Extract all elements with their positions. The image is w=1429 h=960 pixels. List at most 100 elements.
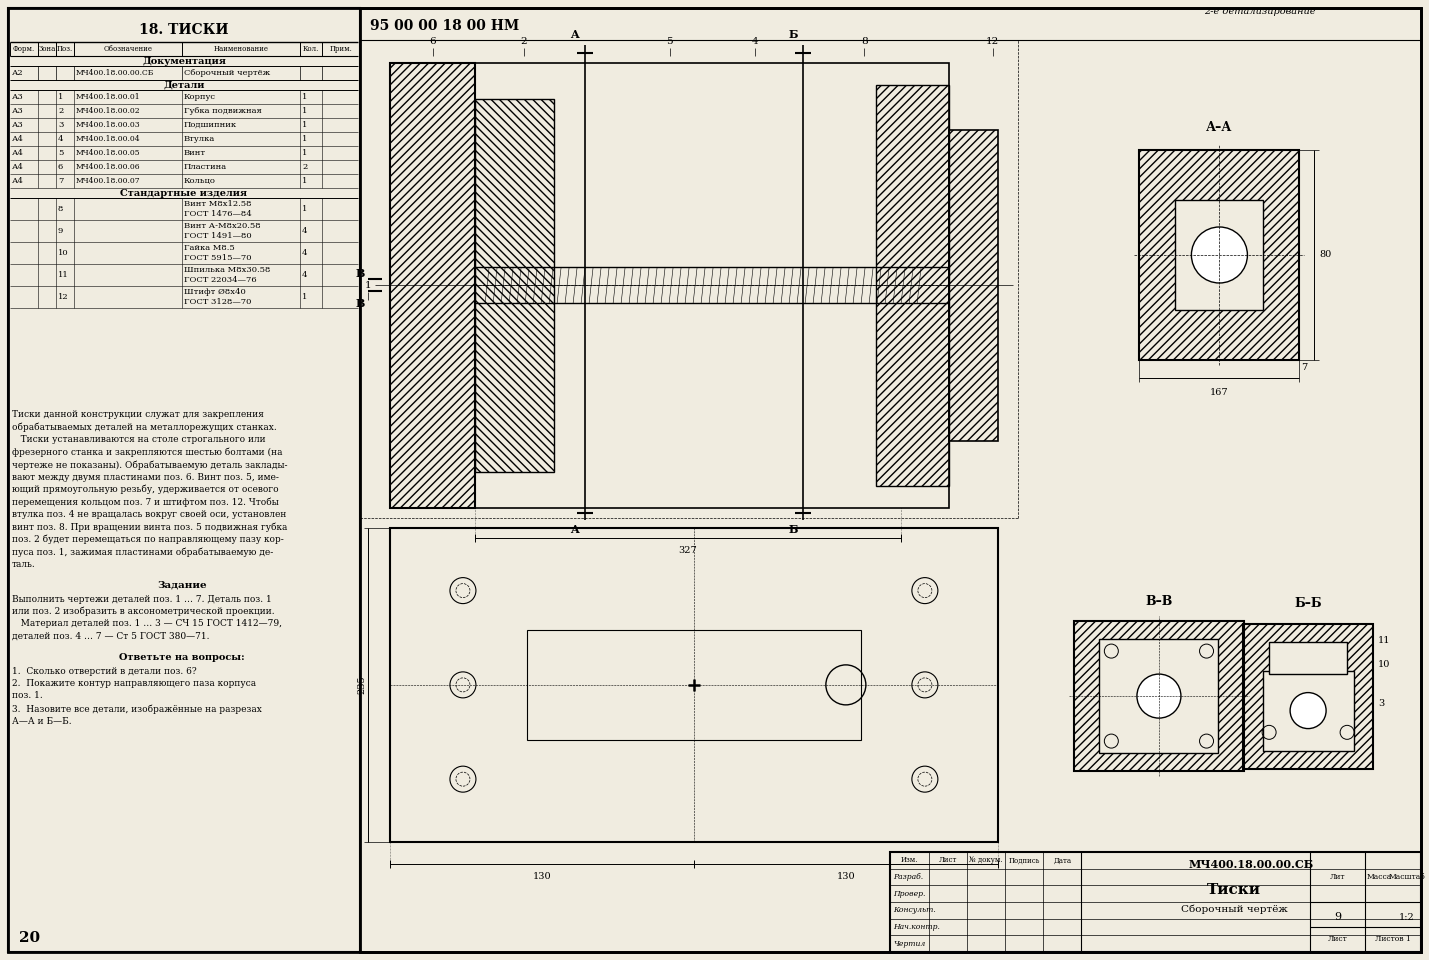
Text: Подпись: Подпись: [1009, 856, 1040, 864]
Text: 18. ТИСКИ: 18. ТИСКИ: [139, 23, 229, 37]
Bar: [1139, 150, 1299, 360]
Text: B: B: [356, 268, 364, 278]
Text: Винт: Винт: [184, 149, 206, 157]
Bar: [1075, 621, 1243, 771]
Text: Консульт.: Консульт.: [893, 906, 936, 914]
Text: 95 00 00 18 00 НМ: 95 00 00 18 00 НМ: [370, 19, 519, 33]
Text: 4: 4: [752, 36, 757, 45]
Text: А3: А3: [11, 93, 24, 101]
Text: таль.: таль.: [11, 560, 36, 569]
Circle shape: [1290, 692, 1326, 729]
Text: 9: 9: [1333, 912, 1340, 922]
Text: А2: А2: [11, 69, 24, 77]
Text: 4: 4: [59, 135, 63, 143]
Text: Б: Б: [789, 524, 797, 536]
Text: МЧ400.18.00.01: МЧ400.18.00.01: [76, 93, 140, 101]
Text: или поз. 2 изобразить в аксонометрической проекции.: или поз. 2 изобразить в аксонометрическо…: [11, 607, 274, 616]
Text: 12: 12: [986, 36, 999, 45]
Text: втулка поз. 4 не вращалась вокруг своей оси, установлен: втулка поз. 4 не вращалась вокруг своей …: [11, 510, 286, 519]
Text: Чертил: Чертил: [893, 940, 926, 948]
Text: B: B: [356, 298, 364, 309]
Text: Тиски: Тиски: [1208, 883, 1262, 897]
Text: Лист: Лист: [1328, 935, 1348, 943]
Bar: [876, 85, 949, 486]
Bar: [1243, 624, 1373, 769]
Text: Обозначение: Обозначение: [103, 45, 153, 53]
Text: 2: 2: [302, 163, 307, 171]
Bar: [949, 130, 997, 441]
Text: Зона: Зона: [39, 45, 56, 53]
Bar: [1075, 621, 1243, 771]
Text: Дата: Дата: [1053, 856, 1072, 864]
Bar: [474, 63, 949, 508]
Text: 3: 3: [59, 121, 63, 129]
Text: Сборочный чертёж: Сборочный чертёж: [1180, 904, 1288, 914]
Text: 1: 1: [302, 121, 307, 129]
Text: деталей поз. 4 … 7 — Ст 5 ГОСТ 380—71.: деталей поз. 4 … 7 — Ст 5 ГОСТ 380—71.: [11, 632, 210, 641]
Text: Пластина: Пластина: [184, 163, 227, 171]
Text: № докум.: № докум.: [969, 856, 1003, 864]
Text: пуса поз. 1, зажимая пластинами обрабатываемую де-: пуса поз. 1, зажимая пластинами обрабаты…: [11, 547, 273, 557]
Text: Задание: Задание: [157, 581, 207, 589]
Text: Выполнить чертежи деталей поз. 1 … 7. Деталь поз. 1: Выполнить чертежи деталей поз. 1 … 7. Де…: [11, 594, 272, 604]
Text: A: A: [570, 30, 579, 40]
Text: Прим.: Прим.: [330, 45, 353, 53]
Bar: [876, 85, 949, 486]
Text: Изм.: Изм.: [900, 856, 919, 864]
Text: Подшипник: Подшипник: [184, 121, 237, 129]
Text: поз. 2 будет перемещаться по направляющему пазу кор-: поз. 2 будет перемещаться по направляюще…: [11, 535, 284, 544]
Text: обрабатываемых деталей на металлорежущих станках.: обрабатываемых деталей на металлорежущих…: [11, 422, 277, 432]
Circle shape: [1192, 227, 1248, 283]
Text: 2: 2: [520, 36, 527, 45]
Text: МЧ400.18.00.00.СБ: МЧ400.18.00.00.СБ: [76, 69, 154, 77]
Text: 5: 5: [666, 36, 673, 45]
Bar: [474, 99, 554, 472]
Text: 11: 11: [59, 271, 69, 279]
Text: 11: 11: [1378, 636, 1390, 645]
Bar: [360, 8, 1420, 952]
Text: Документация: Документация: [141, 57, 226, 65]
Text: 6: 6: [429, 36, 436, 45]
Text: А3: А3: [11, 107, 24, 115]
Text: 8: 8: [860, 36, 867, 45]
Text: Корпус: Корпус: [184, 93, 216, 101]
Text: Лист: Лист: [939, 856, 957, 864]
Text: Тиски устанавливаются на столе строгального или: Тиски устанавливаются на столе строгальн…: [11, 435, 266, 444]
Text: Стандартные изделия: Стандартные изделия: [120, 188, 247, 198]
Text: 1: 1: [302, 205, 307, 213]
Text: вают между двумя пластинами поз. 6. Винт поз. 5, име-: вают между двумя пластинами поз. 6. Винт…: [11, 472, 279, 482]
Bar: [1243, 624, 1373, 769]
Text: ГОСТ 22034—76: ГОСТ 22034—76: [184, 276, 257, 284]
Text: Листов 1: Листов 1: [1375, 935, 1410, 943]
Text: поз. 1.: поз. 1.: [11, 691, 43, 701]
Text: 12: 12: [59, 293, 69, 301]
Bar: [527, 630, 862, 740]
Bar: [1099, 639, 1219, 753]
Text: Гайка М8.5: Гайка М8.5: [184, 244, 234, 252]
Text: Б–Б: Б–Б: [1295, 597, 1322, 611]
Text: Штифт Ø8х40: Штифт Ø8х40: [184, 288, 246, 296]
Text: Кольцо: Кольцо: [184, 177, 216, 185]
Bar: [390, 63, 474, 508]
Text: ГОСТ 5915—70: ГОСТ 5915—70: [184, 254, 252, 262]
Text: ГОСТ 1491—80: ГОСТ 1491—80: [184, 232, 252, 240]
Text: Втулка: Втулка: [184, 135, 216, 143]
Text: А4: А4: [11, 177, 24, 185]
Text: Винт А-М8х20.58: Винт А-М8х20.58: [184, 222, 260, 230]
Text: 1: 1: [302, 177, 307, 185]
Text: Детали: Детали: [163, 81, 204, 89]
Text: 2: 2: [59, 107, 63, 115]
Text: Тиски данной конструкции служат для закрепления: Тиски данной конструкции служат для закр…: [11, 410, 264, 419]
Text: МЧ400.18.00.07: МЧ400.18.00.07: [76, 177, 140, 185]
Text: 1: 1: [302, 149, 307, 157]
Text: 10: 10: [59, 249, 69, 257]
Text: 1: 1: [302, 135, 307, 143]
Text: A: A: [570, 524, 579, 536]
Text: 1: 1: [59, 93, 63, 101]
Text: 4: 4: [302, 227, 307, 235]
Text: 2-е детализирование: 2-е детализирование: [1205, 8, 1316, 16]
Text: Провер.: Провер.: [893, 890, 926, 898]
Text: 1: 1: [302, 293, 307, 301]
Text: 8: 8: [59, 205, 63, 213]
Text: 130: 130: [533, 872, 552, 881]
